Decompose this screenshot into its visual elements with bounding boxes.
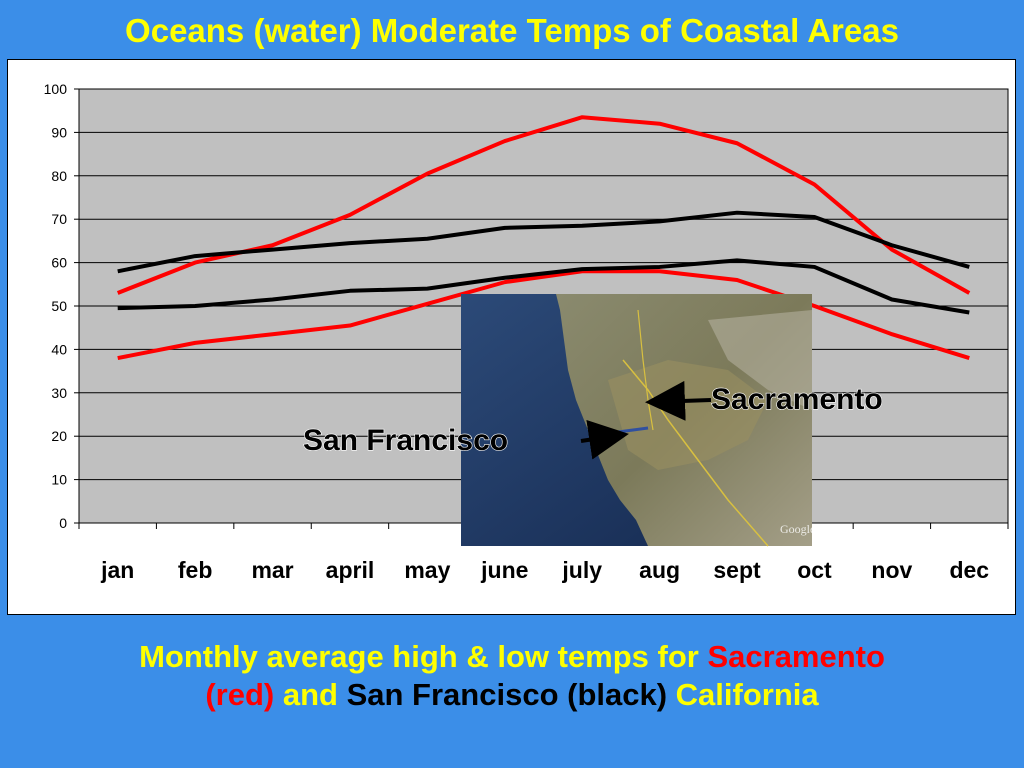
caption-and: and [274,677,347,712]
chart-frame: 0 10 20 30 40 50 60 70 80 90 100 jan feb mar april may j… [7,59,1016,615]
x-tick-label: dec [949,557,989,583]
y-tick-label: 0 [59,515,67,531]
y-tick-label: 100 [44,81,68,97]
y-tick-label: 30 [51,385,67,401]
y-tick-label: 40 [51,341,67,357]
y-tick-label: 90 [51,124,67,140]
chart-caption: Monthly average high & low temps for Sac… [0,638,1024,714]
sacramento-label: Sacramento [711,383,883,416]
sacramento-arrow [645,380,712,421]
x-tick-label: aug [639,557,680,583]
y-tick-label: 80 [51,168,67,184]
map-watermark: Google [780,522,815,536]
temperature-line-chart: 0 10 20 30 40 50 60 70 80 90 100 jan feb mar april may j… [44,81,1009,583]
x-tick-label: nov [871,557,912,583]
y-tick-label: 50 [51,298,67,314]
x-tick-label: may [404,557,450,583]
san-francisco-label: San Francisco [303,424,508,457]
x-tick-label: sept [713,557,761,583]
series-lines [116,115,971,361]
caption-california: California [667,677,819,712]
san-francisco-arrow [580,419,629,460]
x-tick-label: mar [251,557,293,583]
y-tick-label: 10 [51,472,67,488]
x-tick-label: jan [100,557,134,583]
x-tick-label: april [326,557,375,583]
caption-sacramento: Sacramento [707,639,885,674]
y-tick-label: 20 [51,428,67,444]
series-line [117,269,970,361]
satellite-map-image: Google [461,294,815,547]
y-tick-label: 70 [51,211,67,227]
caption-san-francisco: San Francisco (black) [346,677,668,712]
x-tick-label: june [480,557,528,583]
x-tick-label: oct [797,557,832,583]
series-line [117,210,970,274]
x-tick-label: july [561,557,602,583]
series-line [117,258,970,315]
slide-title: Oceans (water) Moderate Temps of Coastal… [125,12,899,49]
x-tick-label: feb [178,557,213,583]
y-tick-label: 60 [51,255,67,271]
axes: 0 10 20 30 40 50 60 70 80 90 100 jan feb mar april may j… [44,81,1009,583]
caption-text-1: Monthly average high & low temps for [139,639,708,674]
caption-red: (red) [205,677,275,712]
series-line [116,115,971,295]
